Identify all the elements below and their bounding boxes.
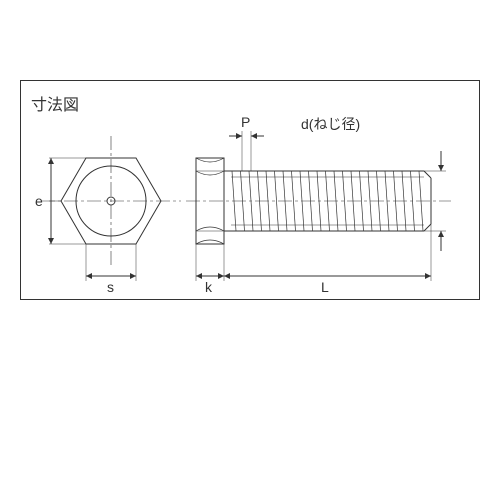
diagram-frame: 寸法図 [20, 80, 480, 300]
label-s: s [107, 279, 114, 295]
dim-L [224, 224, 431, 281]
label-k: k [205, 279, 212, 295]
label-P: P [241, 114, 250, 130]
label-e: e [35, 193, 43, 209]
hex-front-view [41, 136, 181, 266]
label-L: L [321, 279, 329, 295]
dim-k [196, 231, 224, 281]
bolt-diagram [21, 81, 481, 301]
label-d: d(ねじ径) [301, 114, 360, 134]
dim-P [229, 131, 264, 171]
